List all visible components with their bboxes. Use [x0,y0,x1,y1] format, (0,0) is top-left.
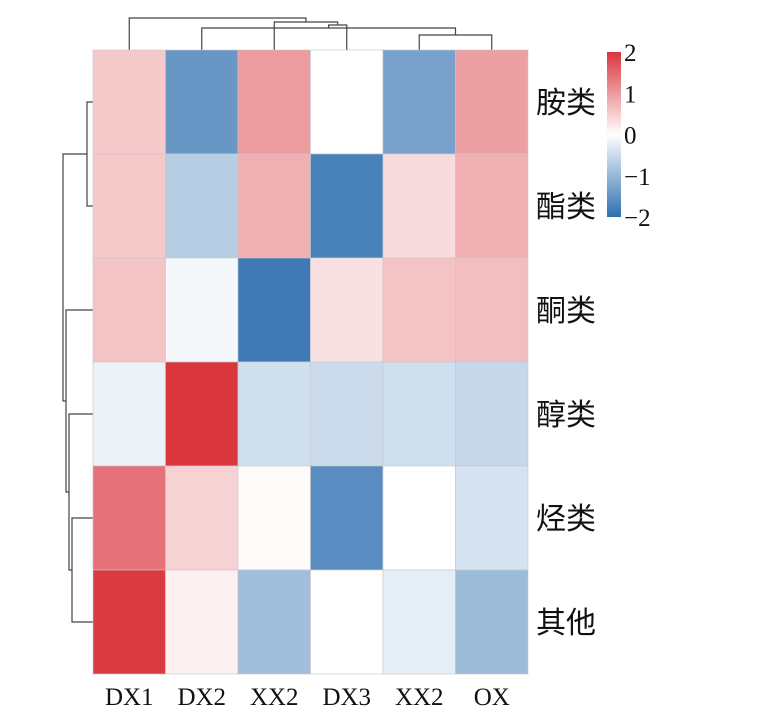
row-label: 酮类 [536,295,596,328]
heatmap-cell [310,257,384,363]
heatmap-cell [455,49,529,155]
heatmap-cell [237,153,311,259]
color-legend-bar [607,52,621,217]
heatmap-cell [455,153,529,259]
heatmap-cell [382,569,456,675]
heatmap-cell [310,49,384,155]
heatmap-cell [92,361,166,467]
column-dendrogram [128,17,493,50]
heatmap-cell [455,569,529,675]
row-label: 烃类 [536,503,596,536]
heatmap-cell [237,257,311,363]
heatmap-cell [92,153,166,259]
heatmap-cell [455,361,529,467]
heatmap-cell [382,361,456,467]
legend-tick-label: 1 [624,81,637,108]
column-labels: DX1 DX2 XX2 DX3 XX2 OX [105,684,510,711]
legend-tick-label: 0 [624,123,637,150]
row-dendrogram [62,101,93,623]
heatmap-cell [165,153,239,259]
row-label: 其他 [536,607,596,640]
heatmap-cell [165,465,239,571]
heatmap-cell [92,569,166,675]
column-label: DX3 [322,684,371,711]
heatmap-cell [237,465,311,571]
heatmap-cell [310,153,384,259]
column-label: DX2 [177,684,226,711]
heatmap-cell [455,257,529,363]
heatmap-cell [237,49,311,155]
column-label: DX1 [105,684,154,711]
heatmap-cell [382,465,456,571]
heatmap-cell [237,361,311,467]
heatmap-cell [310,465,384,571]
heatmap-cell [382,49,456,155]
heatmap-cell [165,257,239,363]
heatmap-cell [92,257,166,363]
row-label: 酯类 [536,191,596,224]
legend-tick-label: −1 [624,164,651,191]
legend-tick-label: 2 [624,40,637,67]
heatmap-cell [165,361,239,467]
legend-tick-label: −2 [624,205,651,232]
heatmap-cell [455,465,529,571]
column-label: XX2 [395,684,444,711]
row-label: 胺类 [536,87,596,120]
heatmap-cell [92,49,166,155]
column-label: XX2 [250,684,299,711]
heatmap-cells [92,49,529,675]
row-label: 醇类 [536,399,596,432]
heatmap-cell [382,153,456,259]
heatmap-cell [165,49,239,155]
column-label: OX [474,684,510,711]
heatmap-cell [310,361,384,467]
heatmap-cell [92,465,166,571]
heatmap-cell [382,257,456,363]
heatmap-cell [165,569,239,675]
heatmap-cell [237,569,311,675]
color-legend: 2 1 0 −1 −2 [607,40,651,232]
heatmap-cell [310,569,384,675]
